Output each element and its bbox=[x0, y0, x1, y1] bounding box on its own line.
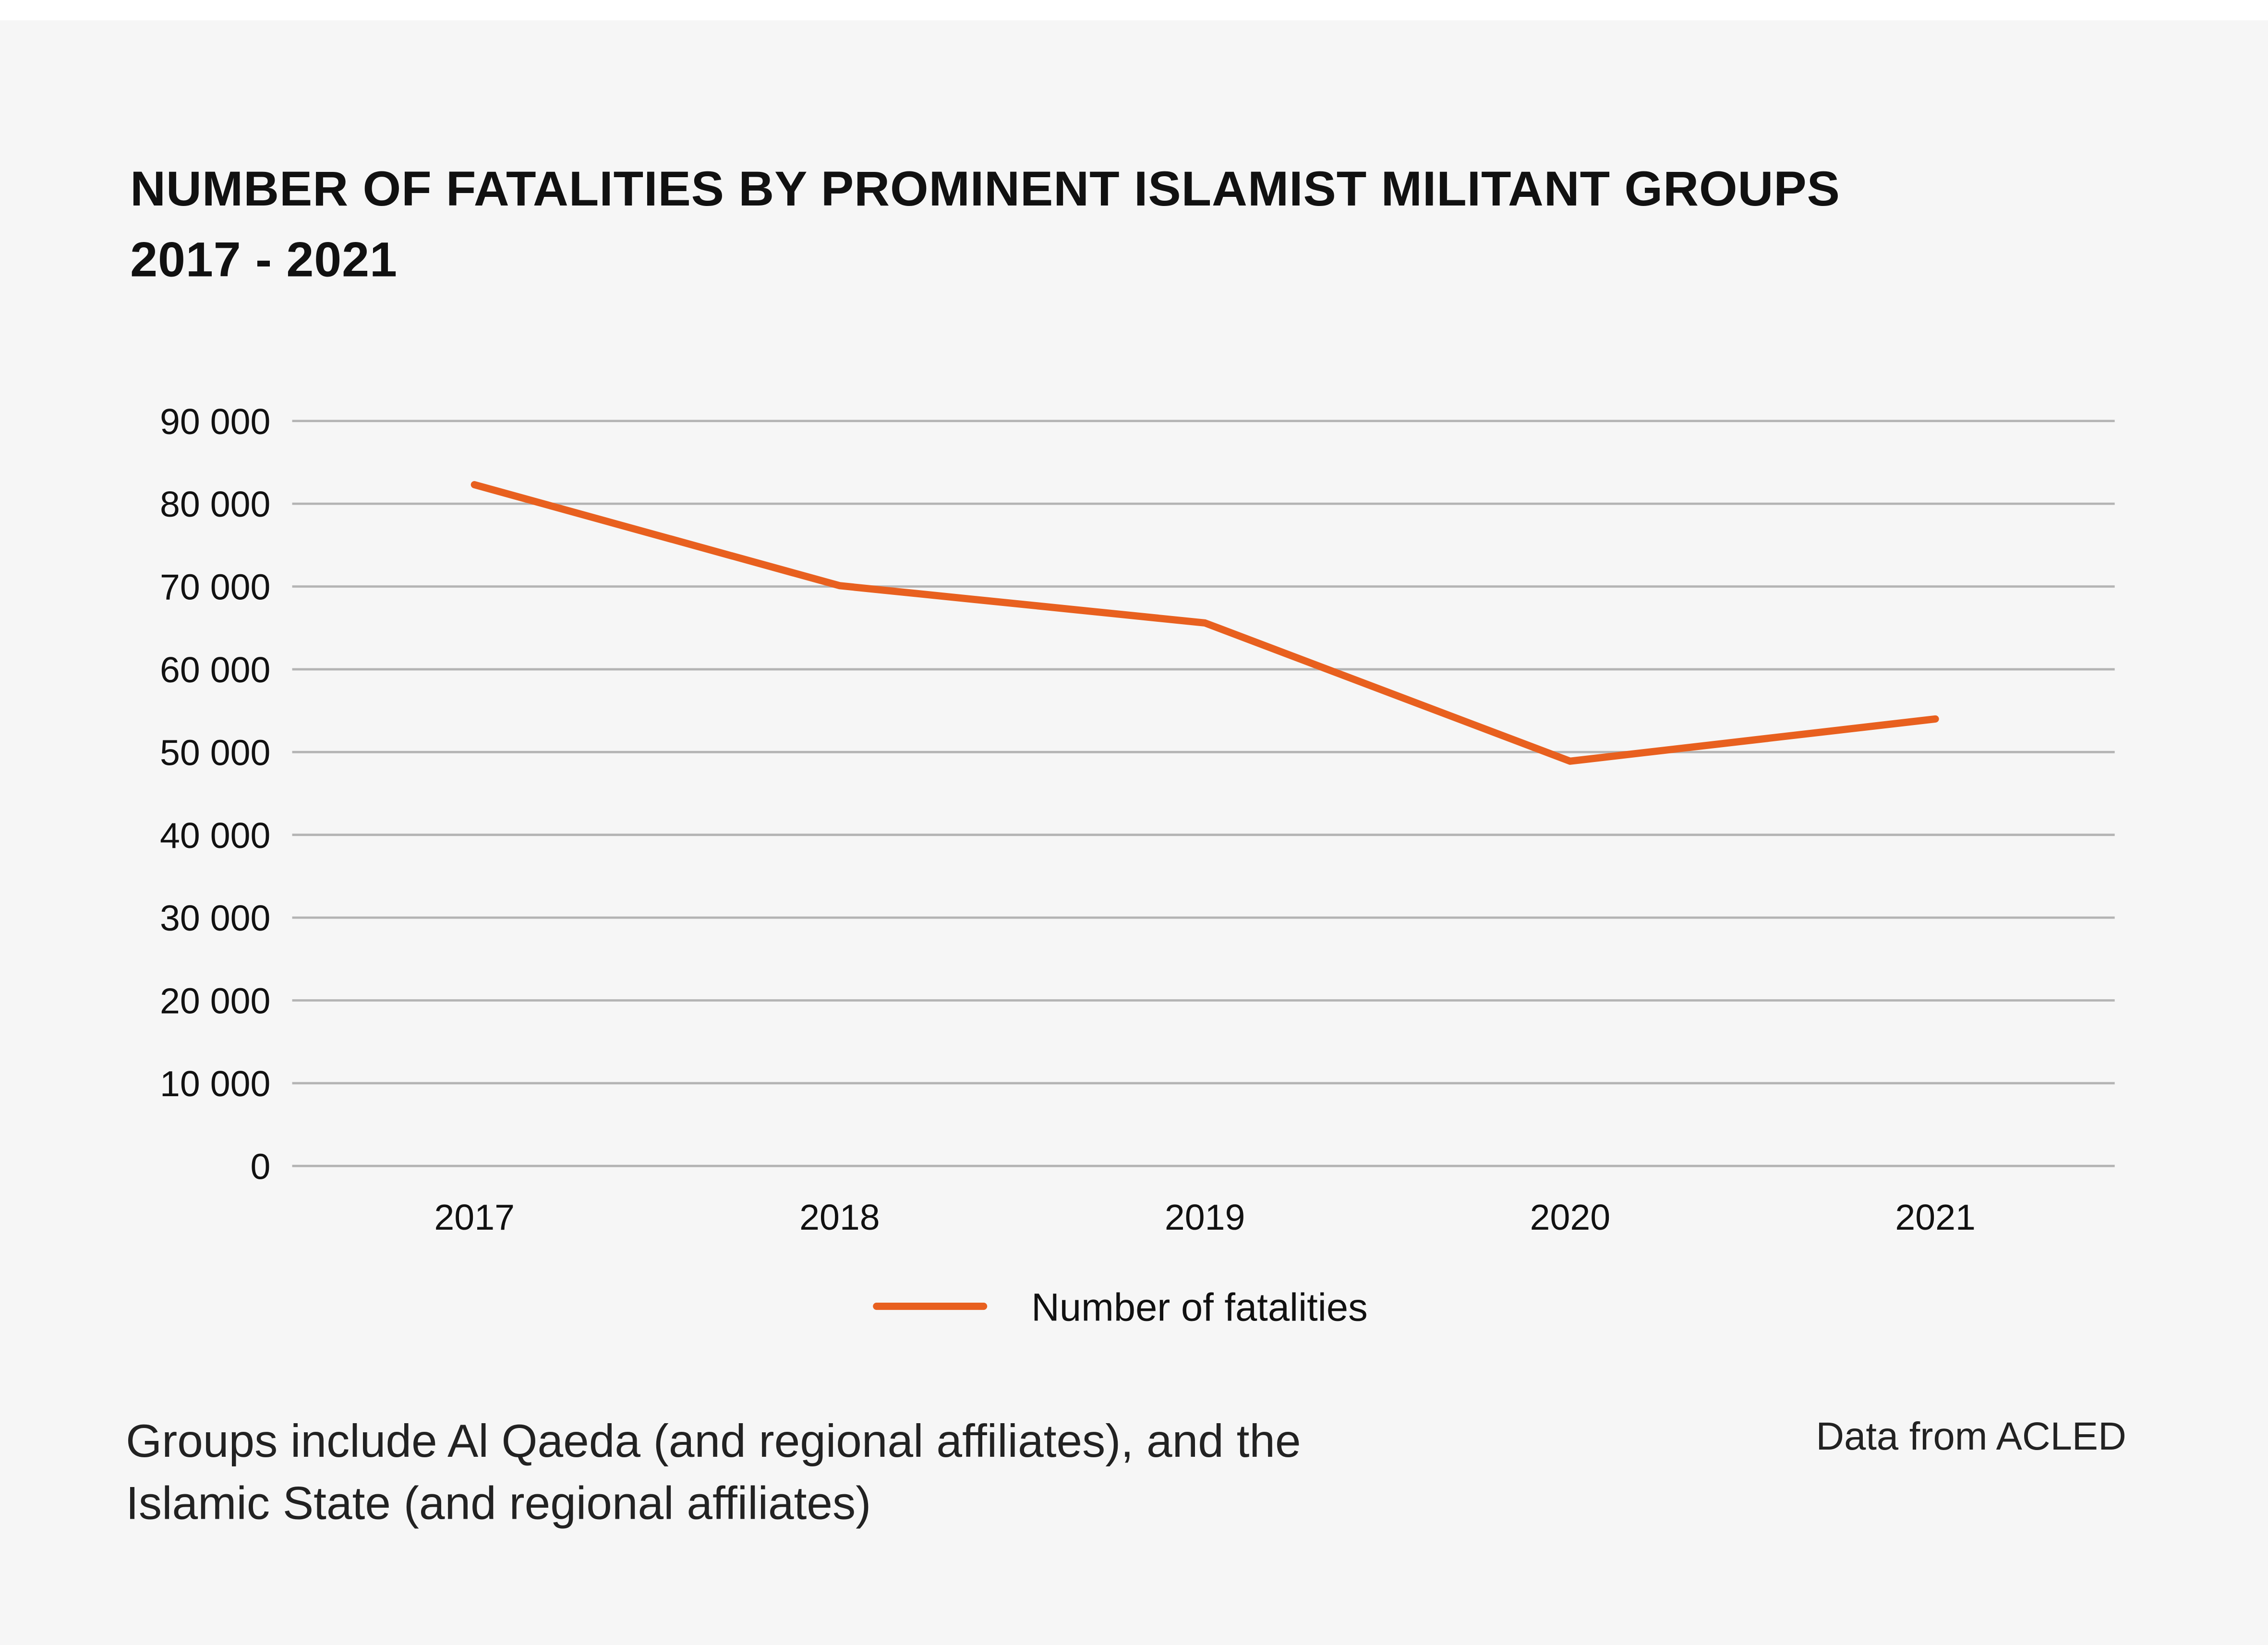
top-strip bbox=[0, 0, 2268, 21]
chart-title: NUMBER OF FATALITIES BY PROMINENT ISLAMI… bbox=[130, 162, 1840, 217]
y-tick-label: 0 bbox=[251, 1146, 271, 1186]
legend-label: Number of fatalities bbox=[1031, 1286, 1368, 1330]
y-tick-label: 60 000 bbox=[160, 650, 270, 690]
x-tick-label: 2020 bbox=[1530, 1197, 1611, 1237]
y-tick-label: 40 000 bbox=[160, 815, 270, 856]
footnote-line-2: Islamic State (and regional affiliates) bbox=[126, 1477, 871, 1529]
footnote-line-1: Groups include Al Qaeda (and regional af… bbox=[126, 1415, 1301, 1467]
y-tick-label: 90 000 bbox=[160, 401, 270, 442]
x-tick-label: 2017 bbox=[434, 1197, 515, 1237]
y-tick-label: 10 000 bbox=[160, 1064, 270, 1104]
x-tick-label: 2019 bbox=[1165, 1197, 1245, 1237]
y-tick-label: 50 000 bbox=[160, 732, 270, 773]
y-tick-label: 20 000 bbox=[160, 981, 270, 1021]
y-tick-label: 30 000 bbox=[160, 898, 270, 938]
x-tick-label: 2018 bbox=[799, 1197, 880, 1237]
source-note: Data from ACLED bbox=[1816, 1415, 2126, 1458]
data-point bbox=[474, 484, 475, 485]
x-tick-label: 2021 bbox=[1895, 1197, 1976, 1237]
line-chart: 0 10 000 20 000 30 000 40 000 50 000 60 000 70 … bbox=[160, 401, 2115, 1330]
y-tick-label: 70 000 bbox=[160, 567, 270, 607]
y-tick-label: 80 000 bbox=[160, 484, 270, 524]
chart-subtitle: 2017 - 2021 bbox=[130, 233, 398, 288]
